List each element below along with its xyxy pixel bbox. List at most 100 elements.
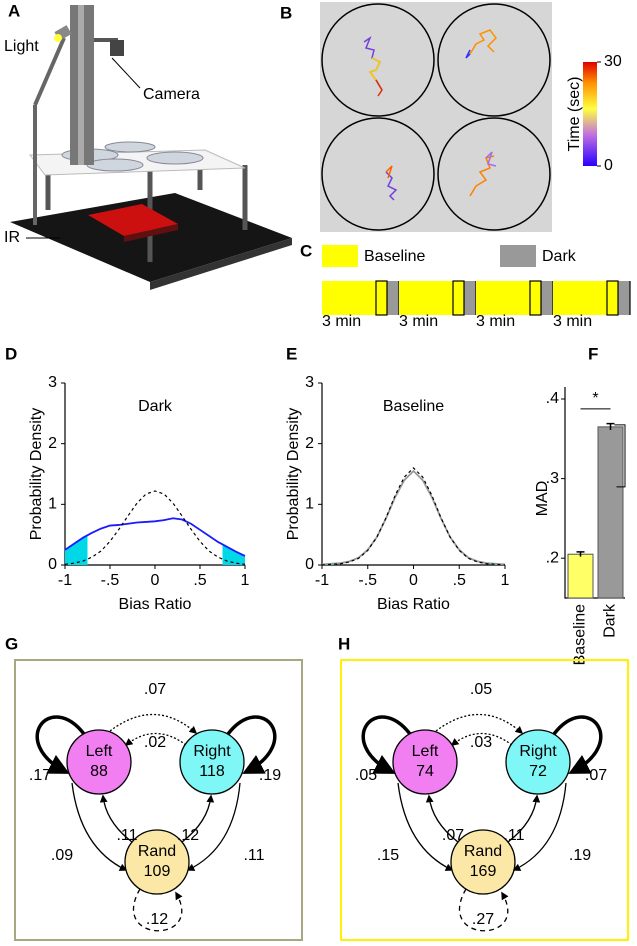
shaded-tail bbox=[322, 563, 336, 565]
edge-label: .07 bbox=[442, 827, 464, 844]
transition-arrow bbox=[109, 713, 198, 735]
transition-arrow bbox=[458, 888, 509, 932]
y-tick-label: 0 bbox=[48, 556, 57, 573]
node-label: Right bbox=[519, 743, 557, 760]
edge-label: .02 bbox=[144, 734, 166, 751]
dark-period bbox=[618, 281, 630, 315]
x-tick-label: -.5 bbox=[101, 572, 120, 589]
panel-label: D bbox=[5, 344, 17, 363]
x-tick-label: -1 bbox=[58, 572, 72, 589]
state-node bbox=[124, 829, 190, 895]
transition-arrow bbox=[450, 732, 513, 746]
node-label: Rand bbox=[464, 843, 502, 860]
dark-period bbox=[464, 281, 476, 315]
edge-label: .07 bbox=[144, 681, 166, 698]
dark-period bbox=[387, 281, 399, 315]
legend-label: Dark bbox=[542, 248, 577, 265]
edge-label: .03 bbox=[470, 734, 492, 751]
bar bbox=[567, 553, 594, 599]
panel-label: A bbox=[8, 1, 20, 20]
bar bbox=[597, 426, 624, 599]
density-line bbox=[321, 469, 506, 566]
density-line bbox=[321, 467, 506, 566]
y-tick-label: .4 bbox=[546, 390, 559, 407]
segment-label: 3 min bbox=[399, 313, 438, 330]
y-tick-label: 3 bbox=[305, 374, 314, 391]
legend-label: Baseline bbox=[364, 248, 425, 265]
colorbar-tick-label: 30 bbox=[604, 53, 622, 70]
dark-marker bbox=[375, 280, 388, 316]
node-count: 169 bbox=[470, 863, 497, 880]
x-axis-label: Bias Ratio bbox=[377, 596, 450, 613]
dark-marker bbox=[529, 280, 542, 316]
transition-arrow bbox=[132, 888, 183, 932]
edge-label: .19 bbox=[259, 767, 281, 784]
y-tick-label: .2 bbox=[546, 549, 559, 566]
transition-arrow bbox=[507, 794, 541, 843]
dark-marker bbox=[452, 280, 465, 316]
edge-label: .05 bbox=[355, 767, 377, 784]
baseline-period bbox=[399, 281, 476, 315]
baseline-period bbox=[553, 281, 630, 315]
x-tick-label: Dark bbox=[602, 603, 619, 638]
colorbar-label: Time (sec) bbox=[566, 77, 583, 152]
apparatus-label: IR bbox=[4, 229, 20, 246]
dark-marker bbox=[606, 280, 619, 316]
chart-title: Baseline bbox=[383, 398, 444, 415]
baseline-period bbox=[476, 281, 553, 315]
node-count: 72 bbox=[529, 763, 547, 780]
diagram-frame bbox=[14, 659, 303, 941]
transition-arrow bbox=[71, 782, 128, 871]
y-tick-label: 3 bbox=[48, 374, 57, 391]
x-tick-label: -.5 bbox=[358, 572, 377, 589]
edge-label: .12 bbox=[146, 911, 168, 928]
panel-label: C bbox=[300, 241, 312, 260]
x-tick-label: 1 bbox=[501, 572, 510, 589]
edge-label: .12 bbox=[177, 827, 199, 844]
y-tick-label: .3 bbox=[546, 470, 559, 487]
error-bar bbox=[576, 551, 585, 557]
edge-label: .17 bbox=[29, 767, 51, 784]
panel-label: E bbox=[286, 344, 297, 363]
significance-marker: * bbox=[592, 390, 598, 407]
diagram-frame bbox=[340, 659, 629, 941]
node-label: Right bbox=[193, 743, 231, 760]
colorbar-tick-label: 0 bbox=[604, 157, 613, 174]
x-tick-label: -1 bbox=[315, 572, 329, 589]
edge-label: .19 bbox=[569, 847, 591, 864]
y-tick-label: 1 bbox=[48, 496, 57, 513]
apparatus-label: Camera bbox=[143, 86, 200, 103]
baseline-period bbox=[322, 281, 399, 315]
shaded-tail bbox=[222, 544, 245, 565]
x-tick-label: 0 bbox=[409, 572, 418, 589]
x-tick-label: .5 bbox=[453, 572, 466, 589]
shaded-tail bbox=[491, 563, 505, 565]
density-line bbox=[64, 490, 246, 565]
y-axis-label: Probability Density bbox=[28, 408, 45, 541]
y-tick-label: 2 bbox=[305, 435, 314, 452]
transition-arrow bbox=[361, 715, 412, 774]
state-node bbox=[179, 729, 245, 795]
panel-label: H bbox=[338, 634, 350, 653]
edge-label: .05 bbox=[470, 681, 492, 698]
shaded-tail bbox=[65, 535, 88, 565]
y-tick-label: 1 bbox=[305, 496, 314, 513]
y-tick-label: 2 bbox=[48, 435, 57, 452]
apparatus-drawing bbox=[10, 5, 292, 290]
node-count: 109 bbox=[144, 863, 171, 880]
edge-label: .27 bbox=[472, 911, 494, 928]
node-count: 118 bbox=[199, 763, 225, 780]
y-tick-label: 0 bbox=[305, 556, 314, 573]
transition-arrow bbox=[186, 782, 241, 871]
panel-label: G bbox=[5, 634, 18, 653]
x-axis-label: Bias Ratio bbox=[119, 596, 192, 613]
transition-arrow bbox=[226, 715, 277, 774]
density-line bbox=[64, 517, 246, 557]
edge-label: .11 bbox=[243, 847, 264, 864]
transition-arrow bbox=[425, 794, 459, 843]
node-label: Left bbox=[86, 743, 113, 760]
edge-label: .11 bbox=[116, 827, 137, 844]
x-tick-label: 1 bbox=[241, 572, 250, 589]
transition-arrow bbox=[397, 782, 454, 871]
